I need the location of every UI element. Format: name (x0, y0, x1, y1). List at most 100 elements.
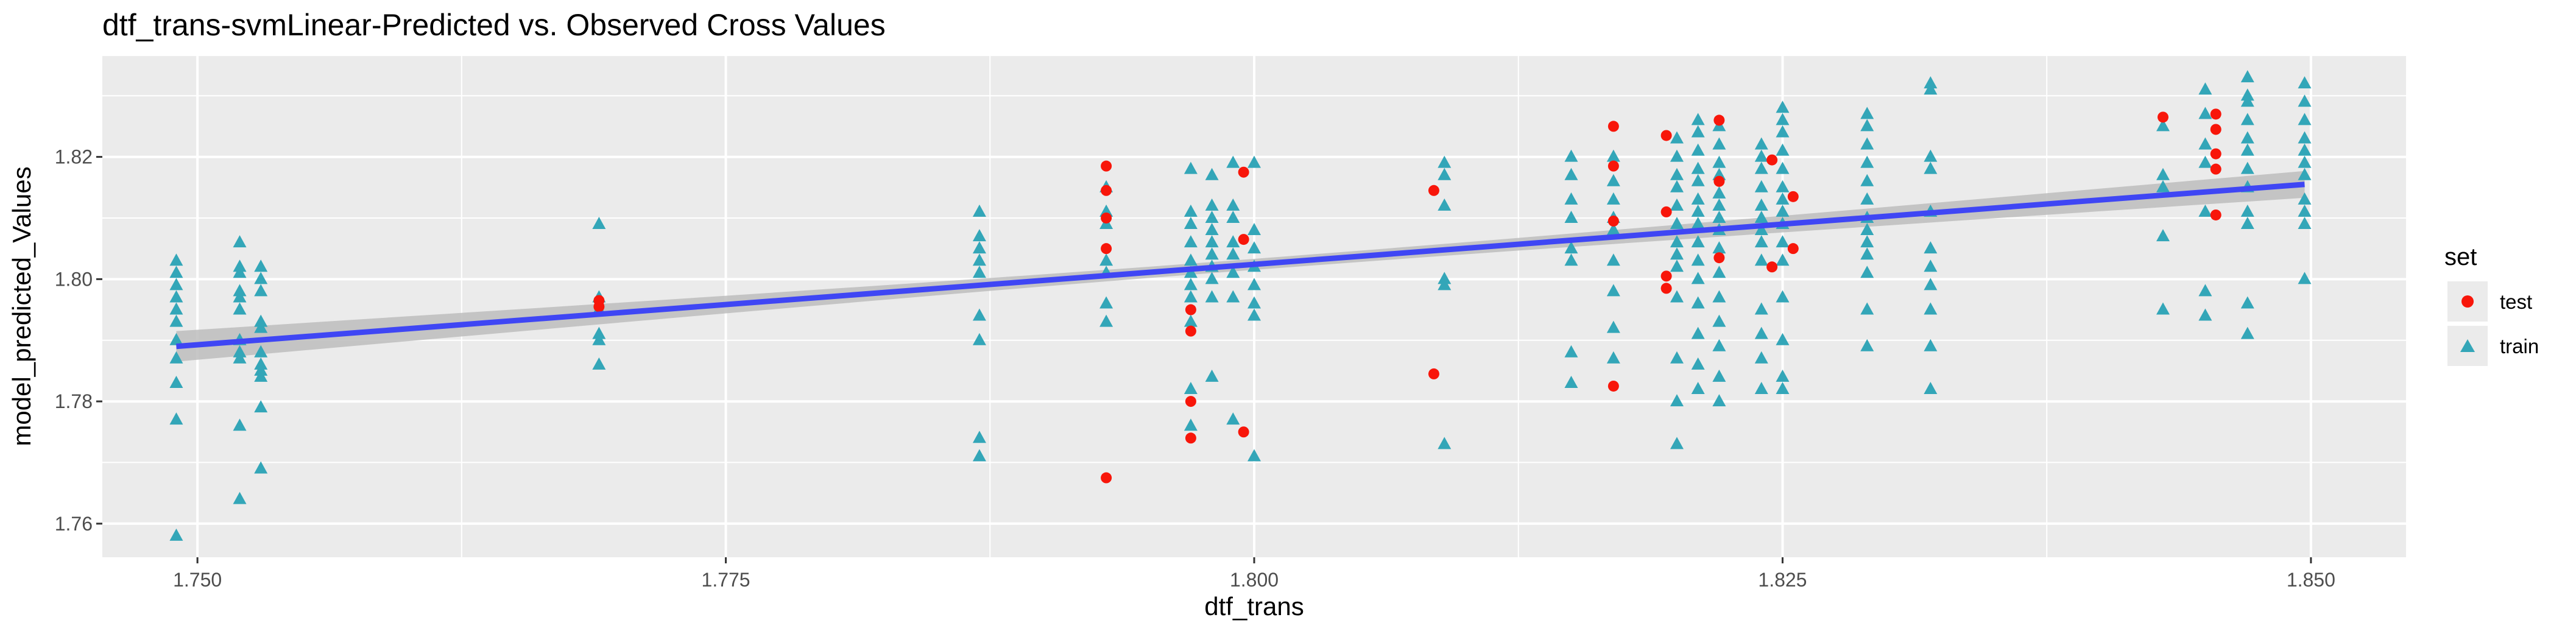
test-point (593, 301, 605, 312)
test-point (2210, 124, 2221, 135)
y-tick-label: 1.76 (55, 513, 93, 535)
train-point (1099, 314, 1113, 327)
train-point (1670, 290, 1684, 303)
train-point (233, 351, 247, 364)
train-point (169, 302, 183, 315)
train-point (1691, 296, 1705, 309)
train-point (1754, 302, 1768, 315)
train-point (1564, 149, 1578, 162)
train-point (1712, 137, 1726, 150)
train-point (233, 345, 247, 358)
train-point (1438, 437, 1452, 449)
train-point (1712, 394, 1726, 407)
train-point (1564, 241, 1578, 254)
train-point (1205, 223, 1219, 236)
train-point (592, 357, 606, 370)
train-point (1564, 210, 1578, 223)
train-point (233, 418, 247, 431)
train-point (1606, 174, 1620, 186)
train-point (972, 253, 986, 266)
train-point (1691, 204, 1705, 217)
x-axis-title: dtf_trans (1204, 592, 1304, 621)
train-point (2298, 192, 2312, 205)
train-point (2156, 119, 2170, 132)
train-point (2240, 217, 2254, 230)
train-point (1606, 351, 1620, 364)
train-point (169, 278, 183, 291)
train-point (2240, 70, 2254, 83)
train-point (1247, 278, 1261, 291)
test-point (1238, 166, 1249, 178)
test-point (1101, 472, 1112, 484)
train-point (2298, 217, 2312, 230)
train-point (1776, 143, 1790, 156)
train-point (254, 345, 268, 358)
test-point (1101, 185, 1112, 196)
train-point (1754, 198, 1768, 211)
test-point (1185, 304, 1196, 315)
train-point (1924, 278, 1938, 291)
test-point (1185, 325, 1196, 337)
train-point (233, 290, 247, 303)
train-point (1205, 198, 1219, 211)
train-point (233, 491, 247, 504)
train-point (1226, 266, 1240, 278)
train-point (169, 351, 183, 364)
x-tick-label: 1.750 (173, 569, 222, 591)
test-point (1787, 191, 1799, 202)
train-point (1670, 235, 1684, 248)
test-point (2210, 148, 2221, 160)
train-point (1606, 253, 1620, 266)
test-point (1428, 185, 1439, 196)
train-point (2240, 94, 2254, 107)
test-point (1713, 114, 1725, 126)
train-point (1924, 82, 1938, 95)
train-point (2298, 131, 2312, 144)
train-point (2198, 137, 2212, 150)
train-point (169, 333, 183, 345)
legend-test-marker (2461, 295, 2474, 308)
test-point (1101, 243, 1112, 255)
test-point (1660, 130, 1672, 141)
train-point (254, 272, 268, 284)
train-point (1776, 235, 1790, 248)
train-point (1924, 161, 1938, 174)
test-point (2210, 108, 2221, 120)
train-point (1226, 412, 1240, 425)
test-point (1660, 206, 1672, 217)
train-point (1776, 100, 1790, 113)
train-point (972, 241, 986, 254)
train-point (233, 302, 247, 315)
train-point (1670, 394, 1684, 407)
train-point (1184, 161, 1198, 174)
train-point (1776, 369, 1790, 382)
train-point (972, 333, 986, 345)
train-point (1712, 339, 1726, 351)
train-point (1205, 167, 1219, 180)
y-axis-ticks: 1.76 1.78 1.80 1.82 (55, 146, 102, 535)
test-point (1101, 212, 1112, 224)
train-point (1691, 253, 1705, 266)
train-point (1205, 247, 1219, 260)
train-point (1691, 235, 1705, 248)
train-point (972, 431, 986, 443)
train-point (1860, 192, 1874, 205)
train-point (1438, 167, 1452, 180)
train-point (1564, 167, 1578, 180)
train-point (1099, 253, 1113, 266)
x-tick-label: 1.800 (1230, 569, 1279, 591)
train-point (1754, 381, 1768, 394)
train-point (1924, 241, 1938, 254)
trend-line-layer (176, 181, 2305, 350)
train-point (1776, 333, 1790, 345)
train-point (254, 369, 268, 382)
train-point (1754, 253, 1768, 266)
train-point (1205, 369, 1219, 382)
train-point (1712, 241, 1726, 254)
train-point (1691, 357, 1705, 370)
train-point (2156, 167, 2170, 180)
train-point (1247, 296, 1261, 309)
train-point (2240, 143, 2254, 156)
test-point (1607, 121, 1619, 132)
test-point (1660, 283, 1672, 294)
